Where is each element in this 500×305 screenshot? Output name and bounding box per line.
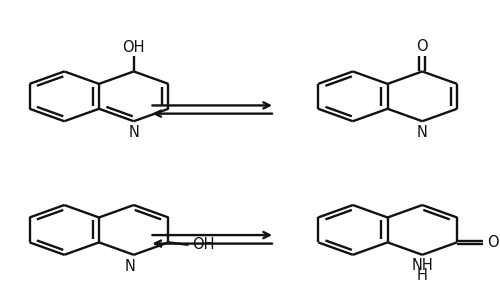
Text: H: H [417, 268, 428, 283]
Text: N: N [124, 259, 135, 274]
Text: OH: OH [192, 237, 214, 252]
Text: NH: NH [412, 258, 433, 273]
Text: O: O [416, 38, 428, 53]
Text: N: N [417, 125, 428, 140]
Text: N: N [128, 125, 139, 140]
Text: OH: OH [122, 40, 145, 55]
Text: O: O [487, 235, 499, 250]
